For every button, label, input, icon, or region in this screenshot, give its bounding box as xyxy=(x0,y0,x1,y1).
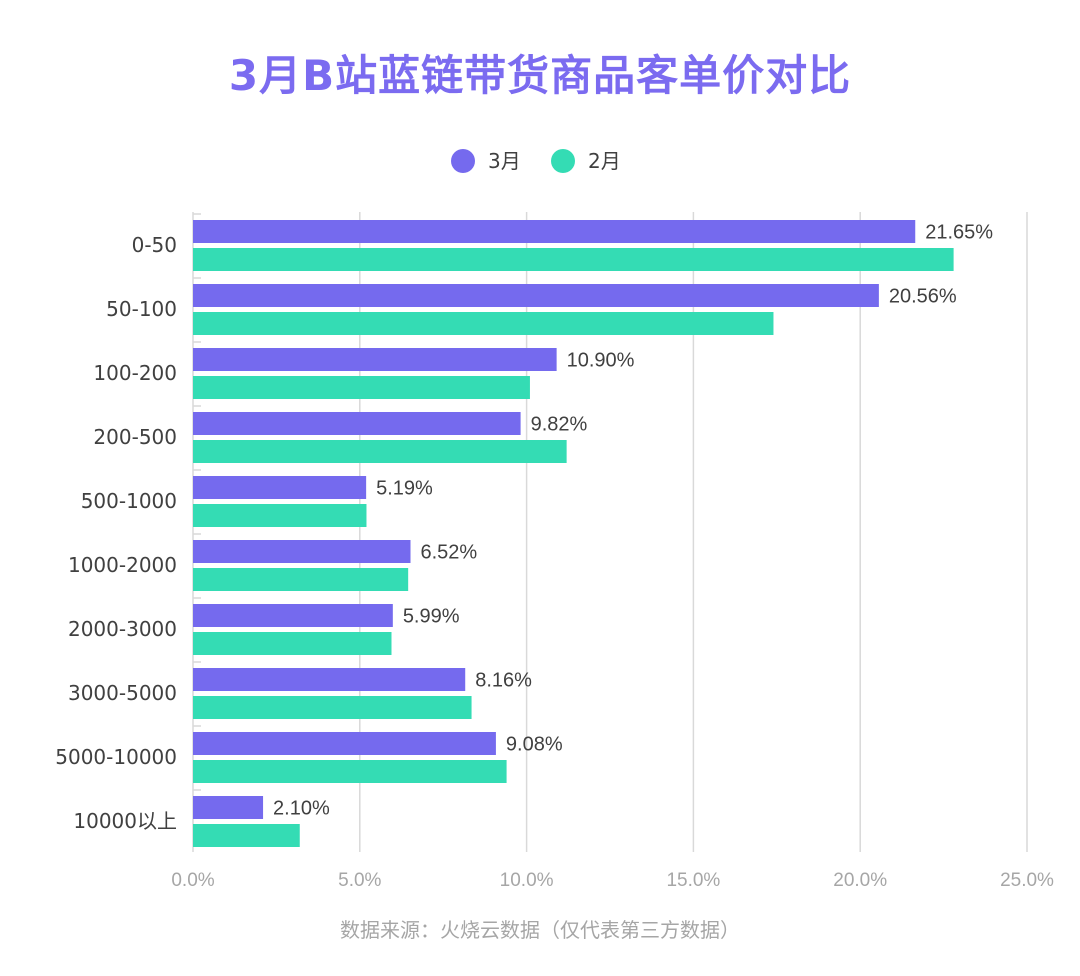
category-label: 0-50 xyxy=(132,233,177,257)
category-label: 10000以上 xyxy=(73,809,177,833)
data-label: 20.56% xyxy=(889,286,957,308)
data-label: 21.65% xyxy=(925,222,993,244)
bar-february xyxy=(193,632,392,655)
bar-march xyxy=(193,604,393,627)
category-label: 1000-2000 xyxy=(68,553,177,577)
data-label: 5.19% xyxy=(376,478,433,500)
bar-march xyxy=(193,284,879,307)
category-label: 3000-5000 xyxy=(68,681,177,705)
category-label: 5000-10000 xyxy=(55,745,177,769)
bar-february xyxy=(193,312,774,335)
x-tick-label: 20.0% xyxy=(833,870,887,891)
bar-february xyxy=(193,696,472,719)
bar-march xyxy=(193,348,557,371)
bar-march xyxy=(193,540,411,563)
category-label: 500-1000 xyxy=(81,489,177,513)
legend-marker-february xyxy=(551,149,575,173)
bar-february xyxy=(193,376,530,399)
bar-february xyxy=(193,440,567,463)
bar-march xyxy=(193,476,367,499)
bar-february xyxy=(193,568,409,591)
category-label: 100-200 xyxy=(93,361,177,385)
data-label: 2.10% xyxy=(273,798,330,820)
data-label: 9.08% xyxy=(506,734,563,756)
data-label: 9.82% xyxy=(531,414,588,436)
bar-march xyxy=(193,412,521,435)
legend-label-march: 3月 xyxy=(488,149,521,173)
data-label: 8.16% xyxy=(475,670,532,692)
bar-february xyxy=(193,248,954,271)
data-label: 5.99% xyxy=(403,606,460,628)
x-tick-label: 15.0% xyxy=(666,870,720,891)
chart-title: 3月B站蓝链带货商品客单价对比 xyxy=(228,51,852,100)
bar-march xyxy=(193,220,916,243)
data-label: 10.90% xyxy=(567,350,635,372)
x-tick-label: 10.0% xyxy=(500,870,554,891)
x-tick-label: 0.0% xyxy=(171,870,214,891)
source-note: 数据来源：火烧云数据（仅代表第三方数据） xyxy=(340,918,740,942)
x-tick-label: 25.0% xyxy=(1000,870,1054,891)
legend-label-february: 2月 xyxy=(588,149,621,173)
bar-february xyxy=(193,824,300,847)
category-label: 50-100 xyxy=(106,297,177,321)
legend-marker-march xyxy=(451,149,475,173)
category-label: 2000-3000 xyxy=(68,617,177,641)
bar-march xyxy=(193,668,466,691)
bar-february xyxy=(193,504,367,527)
category-label: 200-500 xyxy=(93,425,177,449)
x-tick-label: 5.0% xyxy=(338,870,381,891)
bar-february xyxy=(193,760,507,783)
bar-march xyxy=(193,732,496,755)
data-label: 6.52% xyxy=(421,542,478,564)
bar-march xyxy=(193,796,264,819)
